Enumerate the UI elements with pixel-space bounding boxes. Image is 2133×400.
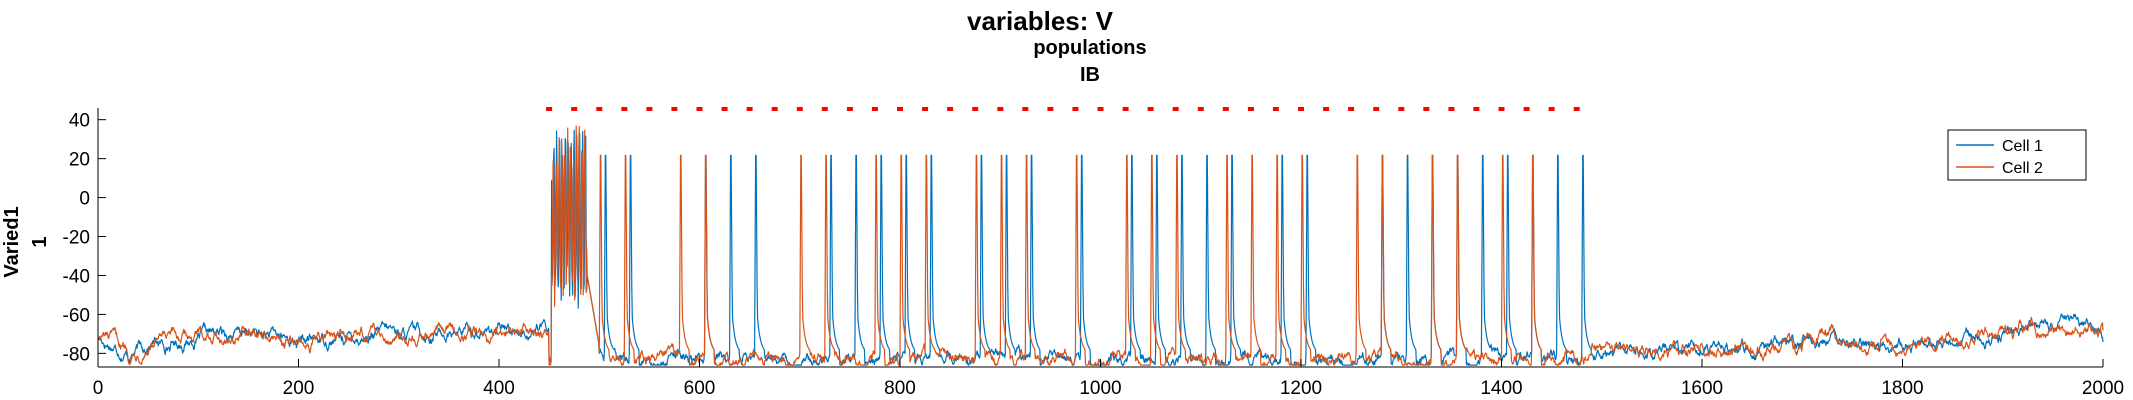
raster-marker (571, 107, 578, 111)
plot-area: 0 200 400 600 800 1000 1200 1400 1600 1800 2000402… (63, 107, 2124, 399)
raster-marker (1247, 107, 1254, 111)
raster-marker (1423, 107, 1430, 111)
y-tick-label: 20 (69, 150, 90, 171)
x-tick-label: 200 (283, 378, 315, 399)
y-tick-label: -80 (63, 344, 90, 365)
x-tick-label: 1600 (1681, 378, 1723, 399)
x-tick-label: 400 (483, 378, 515, 399)
x-tick-label: 1200 (1280, 378, 1322, 399)
legend-label-cell-2: Cell 2 (2002, 160, 2043, 177)
raster-marker (1172, 107, 1179, 111)
x-tick-label: 1400 (1480, 378, 1522, 399)
raster-marker (1072, 107, 1079, 111)
raster-marker (771, 107, 778, 111)
raster-marker (646, 107, 653, 111)
raster-marker (1498, 107, 1505, 111)
chart-subtitle-line-1: populations (1033, 37, 1146, 59)
spike-raster (546, 107, 1580, 111)
raster-marker (1548, 107, 1555, 111)
raster-marker (1298, 107, 1304, 111)
y-axis-label-line-2: 1 (29, 236, 51, 247)
raster-marker (972, 107, 979, 111)
raster-marker (922, 107, 929, 111)
raster-marker (1272, 107, 1279, 111)
raster-marker (596, 107, 603, 111)
legend-label-cell-1: Cell 1 (2002, 138, 2043, 155)
series-line-cell-2 (97, 125, 2104, 366)
chart-title: variables: V (967, 6, 1114, 36)
raster-marker (997, 107, 1004, 111)
raster-marker (746, 107, 753, 111)
x-tick-label: 1000 (1079, 378, 1121, 399)
x-tick-label: 0 (93, 378, 104, 399)
legend-box (1947, 129, 2087, 181)
raster-marker (1523, 107, 1530, 111)
chart-subtitle-line-2: IB (1080, 64, 1100, 86)
raster-marker (1022, 107, 1029, 111)
raster-marker (1398, 107, 1405, 111)
raster-marker (721, 107, 728, 111)
x-tick-label: 2000 (2082, 378, 2124, 399)
series-layer (97, 125, 2104, 366)
raster-marker (947, 107, 954, 111)
raster-marker (671, 107, 678, 111)
y-tick-label: 40 (69, 111, 90, 132)
raster-marker (1448, 107, 1455, 111)
raster-marker (696, 107, 703, 111)
raster-marker (1573, 107, 1580, 111)
raster-marker (1222, 107, 1229, 111)
y-tick-label: -20 (63, 228, 90, 249)
y-axis-label-line-1: Varied1 (1, 206, 23, 277)
raster-marker (1097, 107, 1104, 111)
x-tick-label: 1800 (1881, 378, 1923, 399)
raster-marker (1197, 107, 1204, 111)
raster-marker (1373, 107, 1380, 111)
raster-marker (1147, 107, 1154, 111)
raster-marker (846, 107, 853, 111)
raster-marker (1473, 107, 1480, 111)
y-tick-label: -40 (63, 266, 90, 287)
raster-marker (821, 107, 828, 111)
x-tick-label: 800 (884, 378, 916, 399)
raster-marker (796, 107, 803, 111)
raster-marker (897, 107, 903, 111)
raster-marker (871, 107, 878, 111)
y-tick-label: -60 (63, 305, 90, 326)
raster-marker (546, 107, 553, 111)
series-line-cell-1 (97, 129, 2104, 366)
axes: 0 200 400 600 800 1000 1200 1400 1600 1800 2000402… (63, 108, 2124, 399)
raster-marker (621, 107, 628, 111)
raster-marker (1323, 107, 1330, 111)
raster-marker (1348, 107, 1355, 111)
raster-marker (1047, 107, 1054, 111)
raster-marker (1122, 107, 1129, 111)
x-tick-label: 600 (684, 378, 716, 399)
y-tick-label: 0 (79, 189, 90, 210)
legend: Cell 1 Cell 2 (1947, 129, 2087, 181)
